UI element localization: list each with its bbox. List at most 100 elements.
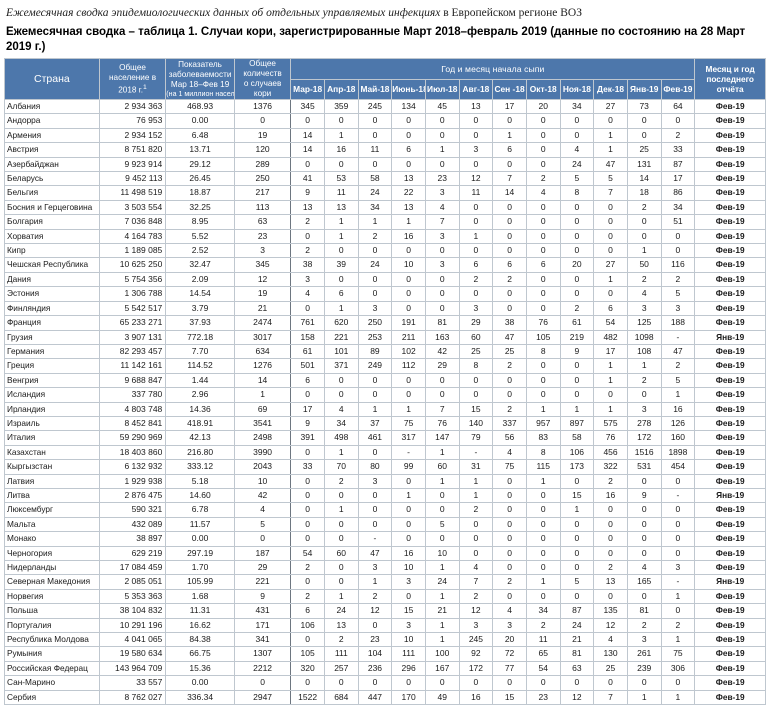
cell-last-report: Фев-19 — [694, 142, 766, 158]
cell-month-8: 11 — [525, 632, 561, 648]
cell-month-3: 236 — [357, 660, 393, 677]
table-row: Польша 38 104 832 11.31 431 6 24 12 15 21 12 4 34 87… — [4, 603, 766, 619]
table-row: Исландия 337 780 2.96 1 0 0 0 0 0 0 0 0 0 0 0 1 Фев-19 — [4, 387, 766, 403]
cell-country: Италия — [4, 430, 100, 446]
cell-incidence-rate: 216.80 — [165, 444, 235, 461]
cell-month-3: 34 — [357, 199, 393, 216]
cell-month-7: 2 — [492, 401, 527, 417]
cell-month-1: 345 — [290, 98, 325, 115]
cell-month-3: 0 — [357, 617, 393, 634]
cell-population: 19 580 634 — [98, 646, 167, 662]
cell-month-11: 0 — [626, 473, 662, 489]
cell-month-5: 49 — [424, 689, 460, 705]
cell-month-11: 125 — [626, 315, 662, 331]
cell-month-4: 0 — [391, 473, 426, 489]
cell-month-10: 0 — [593, 113, 628, 129]
cell-month-3: 0 — [357, 487, 393, 504]
cell-country: Израиль — [4, 415, 100, 432]
cell-month-12: 0 — [660, 243, 696, 259]
cell-month-10: 5 — [593, 171, 628, 187]
cell-month-1: 0 — [290, 516, 325, 533]
cell-month-1: 9 — [290, 415, 325, 432]
cell-month-8: 0 — [525, 199, 561, 216]
cell-month-12: 5 — [660, 372, 696, 389]
cell-month-7: 0 — [492, 588, 527, 605]
cell-country: Болгария — [4, 214, 100, 230]
header-last-l3: отчёта — [716, 84, 744, 94]
table-row: Беларусь 9 452 113 26.45 250 41 53 58 13 23 12 7 2 5… — [4, 171, 766, 187]
table-row: Кыргызстан 6 132 932 333.12 2043 33 70 80 99 60 3… — [4, 459, 766, 475]
cell-month-1: 320 — [290, 660, 325, 677]
cell-month-11: 25 — [626, 142, 662, 158]
cell-month-10: 47 — [593, 156, 628, 173]
cell-month-2: 1 — [323, 502, 359, 518]
cell-incidence-rate: 2.09 — [165, 271, 235, 288]
cell-month-11: 0 — [626, 113, 662, 129]
cell-month-8: 0 — [525, 142, 561, 158]
measles-cases-table: Страна Общее население в 2018 г.1 Показа… — [4, 58, 766, 705]
cell-last-report: Фев-19 — [694, 660, 766, 677]
cell-month-10: 27 — [593, 98, 628, 115]
cell-month-1: 17 — [290, 401, 325, 417]
cell-month-5: 23 — [424, 171, 460, 187]
cell-month-11: 3 — [626, 300, 662, 317]
cell-month-1: 501 — [290, 358, 325, 374]
cell-month-6: 16 — [458, 689, 494, 705]
document-title: Ежемесячная сводка – таблица 1. Случаи к… — [6, 26, 746, 53]
cell-month-8: 1 — [525, 473, 561, 489]
cell-month-3: 11 — [357, 142, 393, 158]
cell-month-9: 897 — [559, 415, 595, 432]
cell-last-report: Фев-19 — [694, 559, 766, 576]
cell-month-5: 163 — [424, 329, 460, 345]
cell-month-8: 0 — [525, 588, 561, 605]
cell-month-7: 75 — [492, 459, 527, 475]
cell-country: Бельгия — [4, 185, 100, 201]
cell-month-5: 21 — [424, 603, 460, 619]
cell-incidence-rate: 84.38 — [165, 632, 235, 648]
cell-month-1: 158 — [290, 329, 325, 345]
cell-month-4: 0 — [391, 156, 426, 173]
cell-month-5: 1 — [424, 142, 460, 158]
header-month-5: Июл-18 — [424, 78, 460, 100]
cell-month-6: 0 — [458, 127, 494, 144]
cell-month-10: 0 — [593, 675, 628, 691]
cell-month-12: 16 — [660, 401, 696, 417]
cell-country: Эстония — [4, 286, 100, 302]
cell-last-report: Фев-19 — [694, 300, 766, 317]
cell-month-2: 0 — [323, 531, 359, 547]
cell-country: Босния и Герцеговина — [4, 199, 100, 216]
cell-last-report: Фев-19 — [694, 372, 766, 389]
cell-month-11: 2 — [626, 271, 662, 288]
cell-month-5: 10 — [424, 545, 460, 562]
cell-month-8: 0 — [525, 516, 561, 533]
cell-incidence-rate: 6.78 — [165, 502, 235, 518]
header-total-l2: количеств — [243, 69, 282, 78]
cell-month-3: 0 — [357, 675, 393, 691]
cell-last-report: Фев-19 — [694, 343, 766, 360]
cell-month-11: 0 — [626, 516, 662, 533]
table-header: Страна Общее население в 2018 г.1 Показа… — [4, 58, 766, 100]
cell-month-5: 0 — [424, 127, 460, 144]
cell-country: Хорватия — [4, 228, 100, 245]
document-subtitle-italic: Ежемесячная сводка эпидемиологических да… — [6, 7, 441, 19]
cell-month-12: - — [660, 574, 696, 590]
cell-month-5: 29 — [424, 358, 460, 374]
cell-month-10: 6 — [593, 300, 628, 317]
cell-total-cases: 2043 — [233, 459, 292, 475]
cell-month-3: 0 — [357, 271, 393, 288]
cell-month-6: 0 — [458, 243, 494, 259]
cell-last-report: Фев-19 — [694, 257, 766, 273]
header-last-l1: Месяц и год — [705, 64, 755, 74]
cell-country: Австрия — [4, 142, 100, 158]
cell-month-1: 54 — [290, 545, 325, 562]
cell-month-6: 2 — [458, 588, 494, 605]
cell-last-report: Фев-19 — [694, 689, 766, 705]
cell-month-12: - — [660, 329, 696, 345]
cell-month-12: 2 — [660, 271, 696, 288]
cell-month-8: 0 — [525, 271, 561, 288]
cell-month-6: 60 — [458, 329, 494, 345]
cell-population: 65 233 271 — [98, 315, 167, 331]
table-row: Азербайджан 9 923 914 29.12 289 0 0 0 0 0 0 0 0 24 47… — [4, 156, 766, 173]
cell-month-9: 4 — [559, 142, 595, 158]
cell-month-5: 76 — [424, 415, 460, 432]
